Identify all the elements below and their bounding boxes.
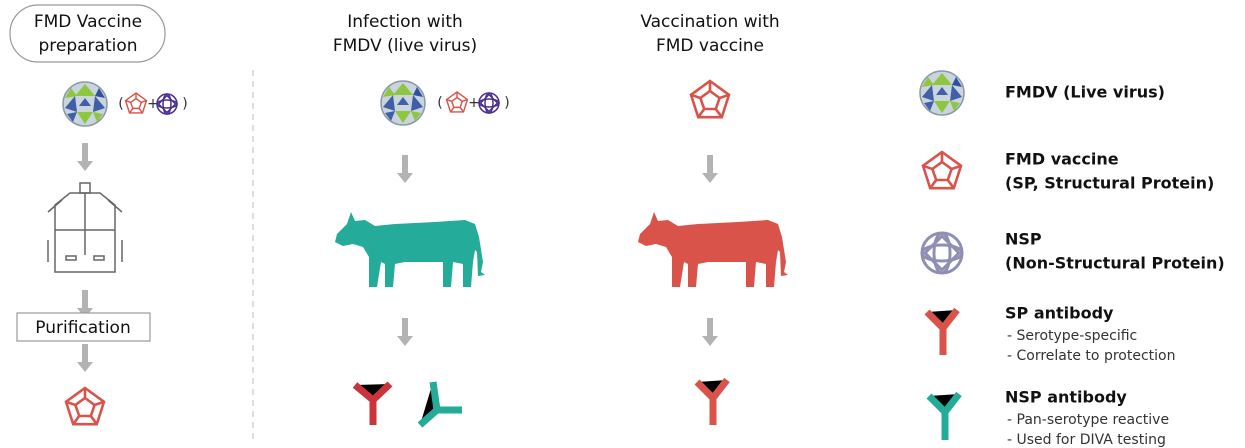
column-title: FMD Vaccine	[34, 12, 142, 32]
sp-icon	[124, 92, 148, 116]
column-title: Vaccination with	[640, 12, 779, 32]
legend-label: FMDV (Live virus)	[1005, 83, 1165, 102]
nsp-antibody	[926, 391, 962, 440]
arrow	[702, 155, 718, 183]
cow	[335, 212, 485, 287]
symbol: +	[468, 95, 480, 111]
legend-label: NSP	[1005, 230, 1042, 249]
symbol: +	[147, 96, 159, 112]
virus-icon	[919, 70, 965, 116]
sp-icon	[445, 91, 469, 115]
nsp-icon	[920, 231, 964, 275]
arrow	[397, 155, 413, 183]
column-title: Infection with	[347, 12, 463, 32]
sp-icon	[920, 150, 964, 194]
legend-label: NSP antibody	[1005, 388, 1127, 407]
bioreactor	[47, 182, 123, 273]
symbol: (	[437, 95, 442, 111]
step-label: Purification	[35, 318, 130, 338]
legend-label: SP antibody	[1005, 304, 1114, 323]
symbol: (	[118, 96, 123, 112]
legend-label: FMD vaccine	[1005, 150, 1119, 169]
arrow	[77, 344, 93, 372]
step-box	[16, 312, 151, 342]
nsp-antibody	[417, 381, 462, 428]
virus-icon	[62, 81, 108, 127]
arrow	[397, 318, 413, 346]
virus-icon	[380, 80, 426, 126]
sp-antibody	[694, 377, 730, 425]
legend-note: - Used for DIVA testing	[1007, 432, 1166, 448]
cow	[638, 212, 788, 287]
sp-icon	[63, 386, 107, 430]
sp-icon	[688, 79, 732, 123]
symbol: )	[182, 96, 187, 112]
arrow	[77, 143, 93, 171]
column-title: preparation	[38, 36, 137, 56]
nsp-icon	[478, 92, 500, 114]
column-title: FMDV (live virus)	[333, 36, 477, 56]
legend-label: (SP, Structural Protein)	[1005, 174, 1214, 193]
column-title: FMD vaccine	[656, 36, 764, 56]
arrow	[702, 318, 718, 346]
sp-antibody	[352, 381, 393, 425]
legend-note: - Correlate to protection	[1007, 348, 1175, 364]
sp-antibody	[924, 307, 960, 355]
symbol: )	[504, 95, 509, 111]
title-box	[9, 4, 166, 63]
legend-note: - Serotype-specific	[1007, 328, 1137, 344]
legend-label: (Non-Structural Protein)	[1005, 254, 1225, 273]
legend-note: - Pan-serotype reactive	[1007, 412, 1169, 428]
nsp-icon	[156, 93, 178, 115]
